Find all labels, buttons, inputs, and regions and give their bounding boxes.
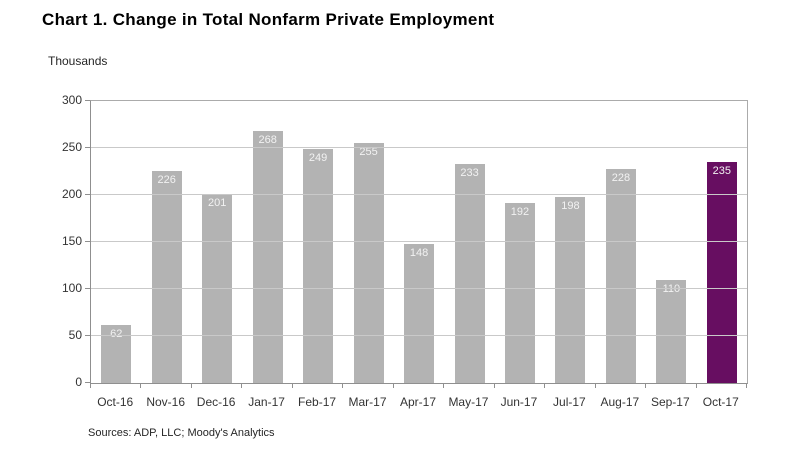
bar-value-label: 148: [409, 246, 429, 259]
bar-slot-May-17: 233: [444, 101, 494, 383]
bar-Jan-17: 268: [252, 131, 283, 383]
x-tick-mark: [544, 383, 546, 388]
x-tick-mark: [695, 383, 697, 388]
x-tick-label-Mar-17: Mar-17: [348, 395, 387, 409]
bar-Jun-17: 192: [504, 202, 535, 383]
bar-Aug-17: 228: [605, 168, 636, 383]
source-note: Sources: ADP, LLC; Moody's Analytics: [88, 427, 275, 439]
x-tick-label-Nov-16: Nov-16: [146, 395, 186, 409]
x-tick-label-Oct-17: Oct-17: [702, 395, 739, 409]
bar-value-label: 198: [561, 199, 580, 212]
x-tick-label-Sep-17: Sep-17: [650, 395, 690, 409]
x-tick-mark: [291, 383, 293, 388]
x-tick-mark: [241, 383, 243, 388]
bar-Sep-17: 110: [656, 279, 687, 383]
x-tick-mark: [443, 383, 445, 388]
y-tick-label: 100: [61, 281, 82, 295]
x-tick-label-Jan-17: Jan-17: [248, 395, 285, 409]
x-tick-mark: [392, 383, 394, 388]
x-tick-label-Jul-17: Jul-17: [553, 395, 586, 409]
x-tick-label-Jun-17: Jun-17: [500, 395, 538, 409]
bar-value-label: 249: [308, 151, 328, 164]
y-tick-label: 0: [75, 375, 82, 389]
gridline-150: [91, 241, 747, 242]
x-tick-mark: [90, 383, 91, 388]
bar-series: 62 226 201 268 249 255 148 233 192 198 228 110 235: [91, 101, 747, 383]
x-tick-label-Apr-17: Apr-17: [399, 395, 436, 409]
gridline-50: [91, 335, 747, 336]
bar-Feb-17: 249: [303, 148, 334, 383]
x-tick-mark: [746, 383, 747, 388]
bar-slot-Jun-17: 192: [495, 101, 545, 383]
bar-slot-Jul-17: 198: [545, 101, 595, 383]
x-tick-mark: [594, 383, 596, 388]
y-tick-mark: [85, 288, 90, 289]
bar-slot-Oct-17: 235: [697, 101, 747, 383]
x-tick-label-Oct-16: Oct-16: [97, 395, 134, 409]
chart-title: Chart 1. Change in Total Nonfarm Private…: [42, 10, 495, 29]
bar-May-17: 233: [454, 163, 485, 383]
x-tick-label-May-17: May-17: [448, 395, 489, 409]
y-tick-mark: [85, 382, 90, 383]
bar-slot-Nov-16: 226: [141, 101, 191, 383]
y-tick-mark: [85, 194, 90, 195]
y-tick-label: 150: [61, 234, 82, 248]
bar-value-label: 228: [611, 171, 631, 184]
bar-slot-Aug-17: 228: [596, 101, 646, 383]
bar-Nov-16: 226: [151, 170, 182, 383]
bar-value-label: 226: [157, 173, 176, 186]
y-tick-label: 250: [61, 140, 82, 154]
bar-value-label: 235: [712, 165, 732, 178]
bar-Oct-16: 62: [101, 324, 132, 383]
y-tick-label: 300: [61, 93, 82, 107]
bar-slot-Sep-17: 110: [646, 101, 696, 383]
bar-Apr-17: 148: [404, 243, 435, 383]
x-tick-mark: [493, 383, 495, 388]
bar-Mar-17: 255: [353, 143, 384, 383]
y-tick-label: 50: [68, 328, 82, 342]
y-tick-label: 200: [61, 187, 82, 201]
bar-slot-Apr-17: 148: [394, 101, 444, 383]
x-tick-mark: [645, 383, 647, 388]
bar-slot-Dec-16: 201: [192, 101, 242, 383]
y-tick-mark: [85, 241, 90, 242]
bar-value-label: 192: [510, 205, 530, 218]
bar-value-label: 201: [207, 197, 227, 210]
x-tick-mark: [140, 383, 142, 388]
bar-slot-Jan-17: 268: [242, 101, 292, 383]
bar-slot-Mar-17: 255: [343, 101, 393, 383]
x-tick-label-Dec-16: Dec-16: [196, 395, 236, 409]
x-tick-label-Aug-17: Aug-17: [600, 395, 640, 409]
x-tick-mark: [190, 383, 192, 388]
bar-value-label: 62: [110, 327, 123, 340]
y-axis-unit-label: Thousands: [48, 54, 108, 68]
bar-value-label: 233: [460, 166, 479, 179]
bar-value-label: 255: [359, 146, 378, 159]
x-tick-label-Feb-17: Feb-17: [298, 395, 337, 409]
y-tick-mark: [85, 100, 90, 101]
bar-slot-Oct-16: 62: [91, 101, 141, 383]
bar-Oct-17: 235: [706, 162, 737, 383]
gridline-200: [91, 194, 747, 195]
x-tick-mark: [342, 383, 344, 388]
bar-slot-Feb-17: 249: [293, 101, 343, 383]
bar-value-label: 268: [258, 134, 277, 147]
y-tick-mark: [85, 335, 90, 336]
plot-area: 62 226 201 268 249 255 148 233 192 198 228 110 235: [90, 100, 748, 384]
gridline-250: [91, 147, 747, 148]
y-tick-mark: [85, 147, 90, 148]
bar-Jul-17: 198: [555, 196, 586, 383]
gridline-100: [91, 288, 747, 289]
